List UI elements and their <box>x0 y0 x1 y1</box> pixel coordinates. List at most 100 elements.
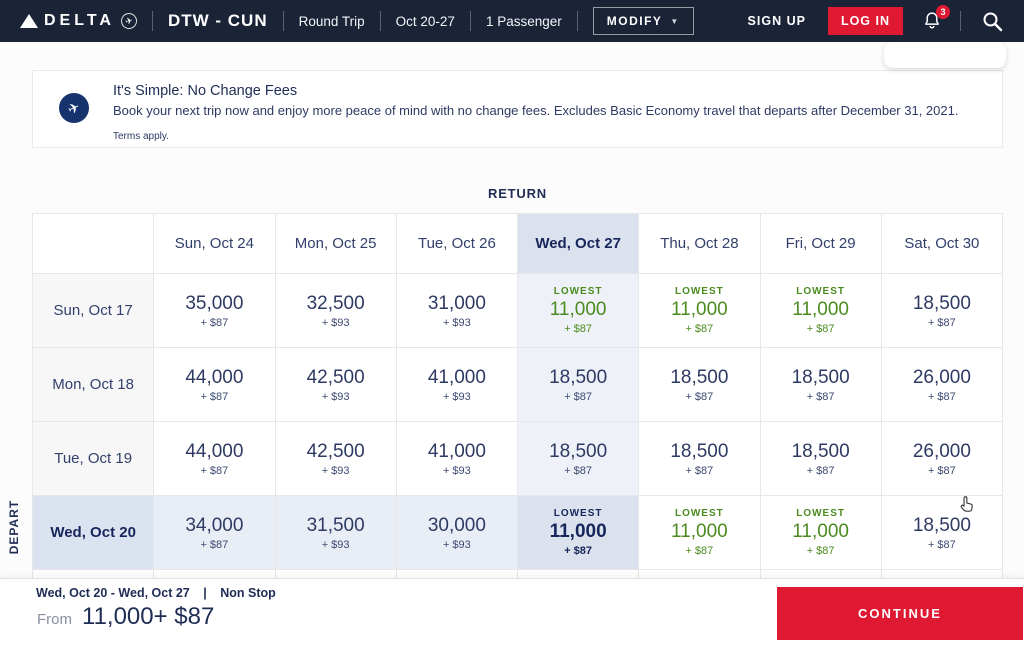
fare-cell[interactable]: LOWEST 11,000 + $87 <box>759 273 882 348</box>
fare-cell <box>274 569 397 578</box>
fare-cell[interactable]: 35,000 + $87 <box>153 273 276 348</box>
miles-value: 26,000 <box>912 366 971 388</box>
summary-bar: Wed, Oct 20 - Wed, Oct 27 | Non Stop Fro… <box>0 578 1024 645</box>
fare-cell[interactable]: 44,000 + $87 <box>153 347 276 422</box>
fare-cell[interactable]: 31,000 + $93 <box>395 273 519 348</box>
fare-cell[interactable]: 44,000 + $87 <box>153 421 276 496</box>
fee-value: + $87 <box>806 390 835 403</box>
fare-cell[interactable]: 26,000 + $87 <box>880 347 1003 422</box>
bell-icon <box>925 12 939 29</box>
depart-date-header[interactable]: Wed, Oct 20 <box>32 495 155 570</box>
fare-cell[interactable]: 34,000 + $87 <box>153 495 276 570</box>
depart-date-header[interactable]: Mon, Oct 18 <box>32 347 155 422</box>
lowest-tag: LOWEST <box>553 507 603 519</box>
fare-cell <box>638 569 761 578</box>
log-in-button[interactable]: LOG IN <box>827 7 903 35</box>
fare-cell <box>759 569 882 578</box>
return-axis-label: RETURN <box>488 186 547 201</box>
miles-value: 30,000 <box>427 514 486 536</box>
divider <box>379 11 381 31</box>
miles-value: 18,500 <box>791 366 850 388</box>
fare-cell[interactable]: 18,500 + $87 <box>880 273 1003 348</box>
return-date-header[interactable]: Fri, Oct 29 <box>759 213 882 274</box>
fare-cell[interactable]: 30,000 + $93 <box>395 495 519 570</box>
itinerary-dates: Wed, Oct 20 - Wed, Oct 27 <box>36 586 190 600</box>
pipe-divider: | <box>203 586 207 600</box>
fare-cell[interactable]: LOWEST 11,000 + $87 <box>516 273 640 348</box>
fee-value: + $93 <box>321 464 350 477</box>
fare-cell <box>395 569 519 578</box>
login-popover-remnant <box>884 42 1006 68</box>
miles-value: 32,500 <box>306 292 365 314</box>
from-label: From <box>37 611 72 628</box>
fee-value: + $87 <box>200 464 229 477</box>
search-button[interactable] <box>980 9 1004 33</box>
fare-cell[interactable]: LOWEST 11,000 + $87 <box>638 273 761 348</box>
fare-cell[interactable]: 42,500 + $93 <box>274 347 397 422</box>
depart-date-header <box>32 569 155 578</box>
return-date-header[interactable]: Thu, Oct 28 <box>638 213 761 274</box>
fare-cell[interactable]: 42,500 + $93 <box>274 421 397 496</box>
change-fees-icon: ✈ <box>59 93 89 123</box>
fee-value: + $87 <box>685 464 714 477</box>
fee-value: + $87 <box>564 390 593 403</box>
divider <box>960 11 961 31</box>
fare-cell[interactable]: LOWEST 11,000 + $87 <box>516 495 640 570</box>
banner-body: Book your next trip now and enjoy more p… <box>113 103 959 118</box>
notifications-button[interactable]: 3 <box>921 5 950 33</box>
fee-value: + $87 <box>685 322 714 335</box>
lowest-tag: LOWEST <box>674 285 724 297</box>
top-navbar: DELTA ✈ DTW - CUN Round Trip Oct 20-27 1… <box>0 0 1024 42</box>
miles-value: 18,500 <box>912 292 971 314</box>
return-date-header[interactable]: Sun, Oct 24 <box>153 213 276 274</box>
fare-cell[interactable]: 18,500 + $87 <box>880 495 1003 570</box>
delta-logo[interactable]: DELTA ✈ <box>20 11 139 31</box>
miles-value: 42,500 <box>306 440 365 462</box>
fare-cell[interactable]: LOWEST 11,000 + $87 <box>759 495 882 570</box>
depart-date-header[interactable]: Sun, Oct 17 <box>32 273 155 348</box>
divider <box>469 11 471 31</box>
search-icon <box>983 12 1003 32</box>
trip-type-label: Round Trip <box>298 13 365 29</box>
return-date-header[interactable]: Wed, Oct 27 <box>516 213 640 274</box>
fare-cell[interactable]: LOWEST 11,000 + $87 <box>638 495 761 570</box>
fare-matrix-wrap: Sun, Oct 24 Mon, Oct 25 Tue, Oct 26 Wed, Oc… <box>32 213 1003 578</box>
fare-cell[interactable]: 18,500 + $87 <box>516 421 640 496</box>
fee-value: + $87 <box>200 390 229 403</box>
miles-value: 42,500 <box>306 366 365 388</box>
fare-cell[interactable]: 18,500 + $87 <box>759 421 882 496</box>
lowest-tag: LOWEST <box>796 507 846 519</box>
fare-cell[interactable]: 18,500 + $87 <box>759 347 882 422</box>
banner-title: It's Simple: No Change Fees <box>113 83 298 99</box>
terms-apply-link[interactable]: Terms apply. <box>113 131 169 142</box>
fare-cell <box>153 569 276 578</box>
continue-button[interactable]: CONTINUE <box>777 587 1023 640</box>
fee-value: + $87 <box>200 538 229 551</box>
sign-up-link[interactable]: SIGN UP <box>747 14 806 28</box>
return-date-header[interactable]: Mon, Oct 25 <box>274 213 397 274</box>
return-date-header[interactable]: Sat, Oct 30 <box>880 213 1003 274</box>
modify-button[interactable]: MODIFY ▼ <box>592 7 694 35</box>
fee-value: + $93 <box>442 390 471 403</box>
fare-cell[interactable]: 18,500 + $87 <box>638 347 761 422</box>
fare-cell[interactable]: 18,500 + $87 <box>638 421 761 496</box>
fare-cell[interactable]: 26,000 + $87 <box>880 421 1003 496</box>
depart-date-header[interactable]: Tue, Oct 19 <box>32 421 155 496</box>
depart-axis-label: DEPART <box>7 499 21 555</box>
fee-value: + $87 <box>806 544 835 557</box>
miles-value: 26,000 <box>912 440 971 462</box>
fee-value: + $93 <box>321 316 350 329</box>
miles-value: 18,500 <box>791 440 850 462</box>
notification-badge: 3 <box>936 5 950 19</box>
fare-cell[interactable]: 31,500 + $93 <box>274 495 397 570</box>
miles-value: 31,500 <box>306 514 365 536</box>
fare-cell[interactable]: 41,000 + $93 <box>395 347 519 422</box>
fee-value: + $87 <box>685 390 714 403</box>
return-date-header[interactable]: Tue, Oct 26 <box>395 213 519 274</box>
chevron-down-icon: ▼ <box>670 16 680 26</box>
fare-cell[interactable]: 32,500 + $93 <box>274 273 397 348</box>
miles-value: 18,500 <box>670 440 729 462</box>
fare-cell[interactable]: 41,000 + $93 <box>395 421 519 496</box>
fare-cell[interactable]: 18,500 + $87 <box>516 347 640 422</box>
fee-value: + $87 <box>685 544 714 557</box>
